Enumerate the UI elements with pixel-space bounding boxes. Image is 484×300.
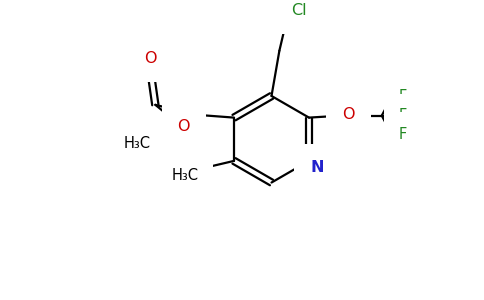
Text: H₃C: H₃C [171,168,198,183]
Text: O: O [342,107,355,122]
Text: F: F [398,89,407,104]
Text: Cl: Cl [291,3,307,18]
Text: O: O [144,51,157,66]
Text: H₃C: H₃C [124,136,151,151]
Text: F: F [398,108,407,123]
Text: F: F [398,127,407,142]
Text: O: O [178,119,190,134]
Text: N: N [310,160,324,175]
